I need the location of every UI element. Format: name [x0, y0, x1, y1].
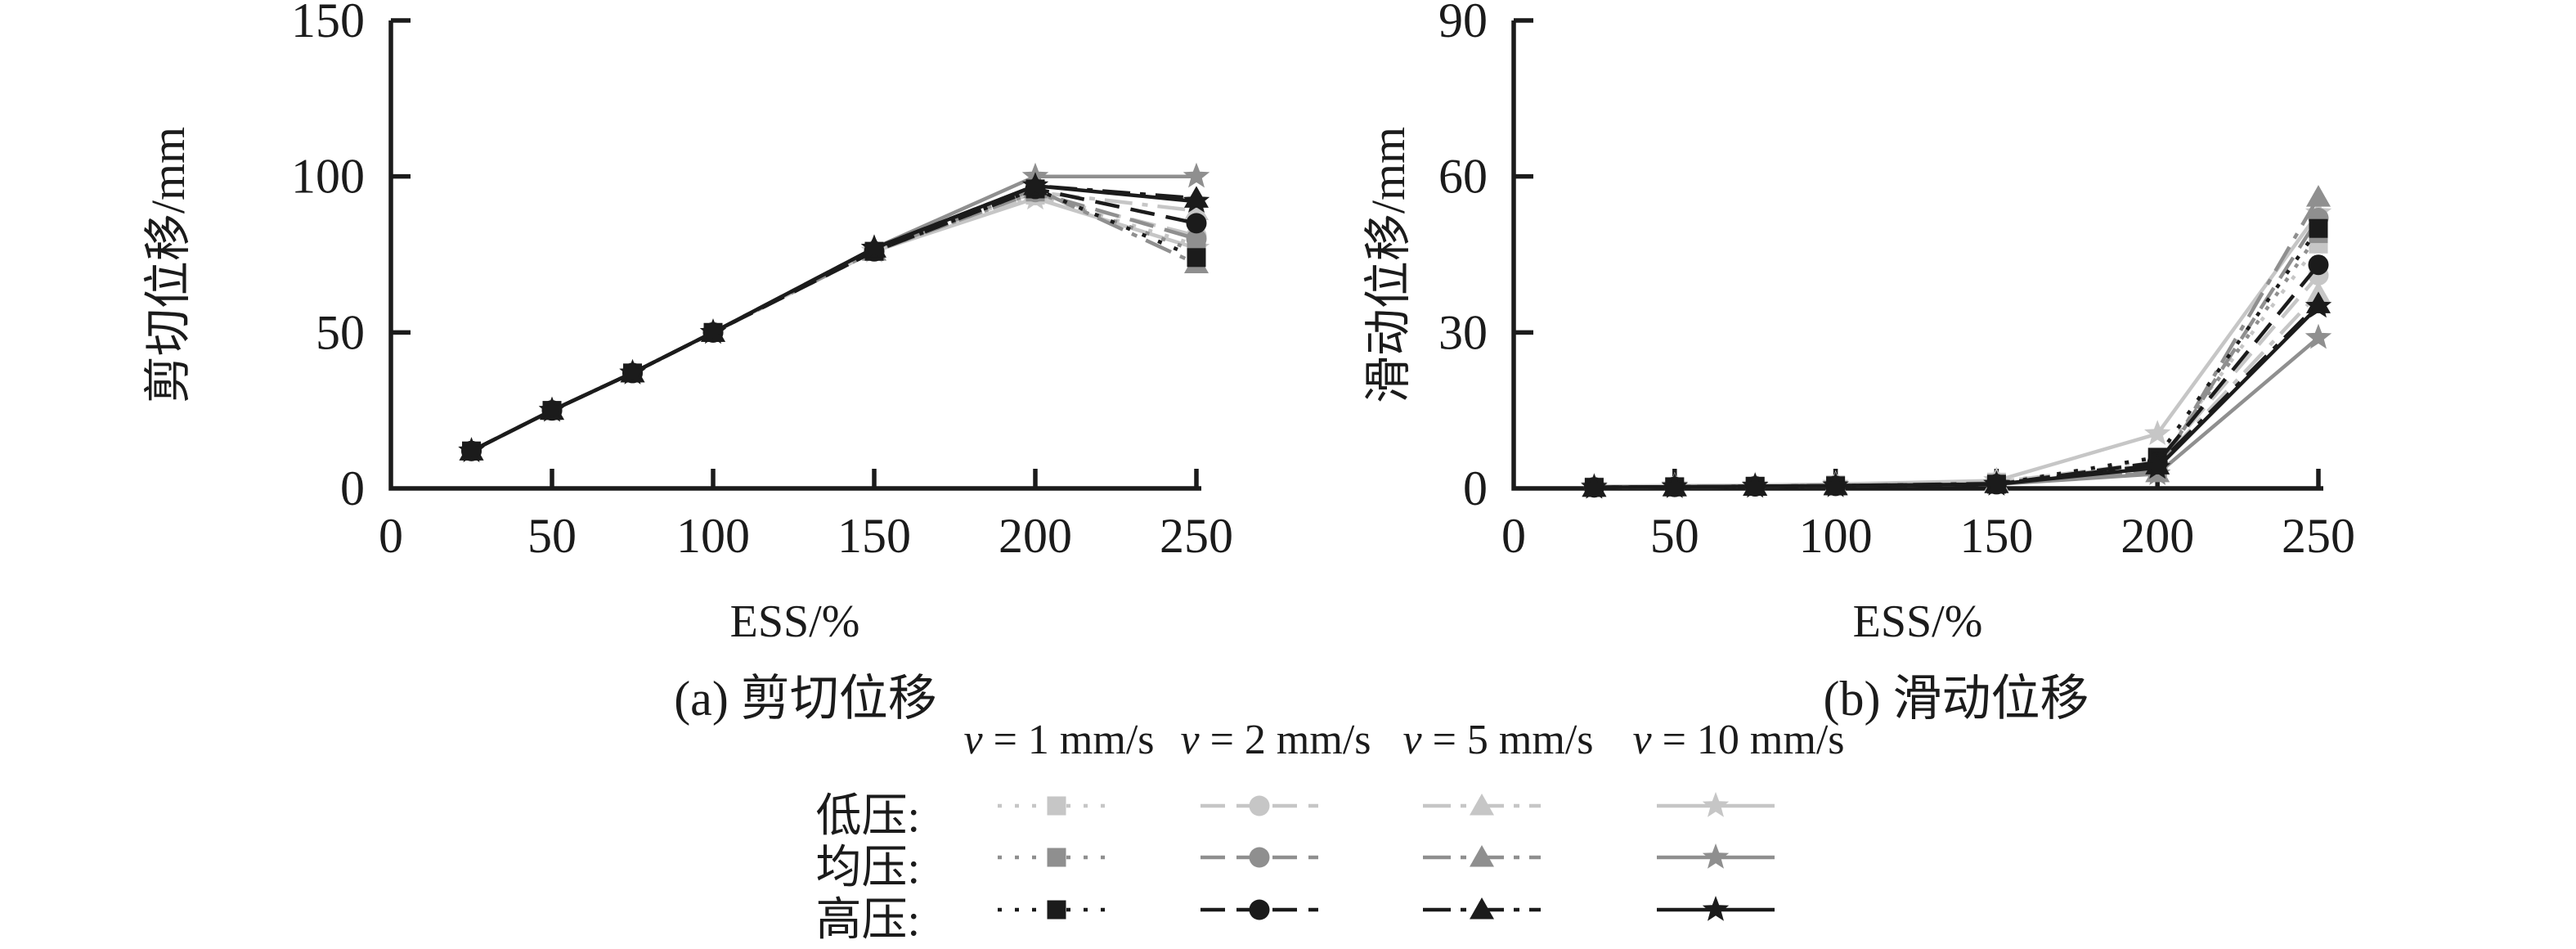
caption-a: (a) 剪切位移: [674, 672, 937, 726]
chart-a-x-tick-label: 0: [379, 509, 403, 563]
legend-triangle-marker: [1470, 845, 1494, 867]
chart-a-series-line: [470, 190, 1197, 453]
legend-row-label-low-pressure: 低压:: [815, 791, 920, 842]
legend-star-marker: [1702, 792, 1730, 817]
chart-b-star-marker: [1983, 470, 2010, 496]
legend-header-v2: v = 2 mm/s: [1180, 717, 1371, 763]
chart-b-series-line: [1594, 227, 2320, 489]
legend-circle-marker: [1249, 795, 1270, 816]
legend-triangle-marker: [1470, 794, 1494, 816]
chart-a-series-line: [470, 190, 1197, 453]
chart-a-series-line: [470, 174, 1196, 453]
chart-a-y-tick-label: 0: [340, 461, 365, 515]
chart-b-star-marker: [1661, 473, 1688, 498]
legend-row-label-mid-pressure: 均压:: [815, 843, 920, 893]
chart-b-star-marker: [1742, 472, 1769, 498]
chart-b-x-tick-label: 250: [2282, 509, 2355, 563]
chart-b-star-marker: [2304, 292, 2332, 318]
chart-a-triangle-marker: [1184, 198, 1209, 221]
legend-header-v5: v = 5 mm/s: [1402, 717, 1594, 763]
chart-a-series-line: [470, 193, 1197, 453]
chart-b-axes: [1511, 20, 2323, 491]
chart-a-star-marker: [860, 234, 888, 260]
legend-square-marker: [1047, 900, 1066, 920]
chart-a-star-marker: [1183, 162, 1210, 188]
chart-a-circle-marker: [1186, 228, 1207, 250]
chart-a-y-tick-label: 50: [316, 305, 365, 359]
chart-b-y-tick-label: 90: [1438, 0, 1488, 47]
chart-a-star-marker: [699, 318, 727, 344]
chart-a-series-line: [470, 187, 1197, 453]
legend-star-marker: [1702, 896, 1730, 921]
chart-b-star-marker: [1581, 473, 1608, 499]
x-axis-label-left: ESS/%: [729, 596, 860, 647]
chart-a-x-tick-label: 50: [527, 509, 577, 563]
chart-a-series-line: [470, 183, 1197, 453]
y-axis-label-slide: 滑动位移/mm: [1362, 126, 1415, 404]
chart-a-x-tick-label: 200: [999, 509, 1072, 563]
legend-star-marker: [1702, 843, 1730, 869]
legend-square-marker: [1047, 848, 1066, 867]
chart-b-y-tick-label: 60: [1438, 150, 1488, 204]
chart-a-square-marker: [1187, 248, 1206, 268]
chart-b-x-tick-label: 100: [1799, 509, 1873, 563]
caption-b: (b) 滑动位移: [1823, 672, 2089, 726]
chart-b-triangle-marker: [2306, 185, 2331, 207]
legend-header-v1: v = 1 mm/s: [963, 717, 1155, 763]
y-axis-label-shear: 剪切位移/mm: [141, 126, 195, 404]
legend-triangle-marker: [1470, 897, 1494, 920]
chart-a-x-tick-label: 250: [1160, 509, 1233, 563]
chart-a-star-marker: [1183, 187, 1210, 213]
legend-row-label-high-pressure: 高压:: [815, 895, 920, 946]
chart-b-star-marker: [1822, 471, 1849, 497]
chart-b-series-line: [1594, 242, 2320, 489]
chart-a-series-line: [470, 187, 1197, 453]
chart-b-x-tick-label: 150: [1959, 509, 2033, 563]
chart-b-series-line: [1594, 263, 2320, 489]
chart-a-x-tick-label: 100: [676, 509, 750, 563]
chart-a-star-marker: [538, 396, 566, 422]
chart-b-series-line: [1594, 273, 2320, 489]
chart-b-square-marker: [2309, 218, 2328, 238]
chart-a-star-marker: [458, 437, 485, 462]
chart-a-y-tick-label: 100: [291, 150, 365, 204]
chart-a-circle-marker: [1186, 213, 1207, 234]
legend-header-v10: v = 10 mm/s: [1632, 717, 1845, 763]
chart-a-star-marker: [619, 358, 646, 385]
chart-b-series-line: [1594, 211, 2320, 488]
chart-b-star-marker: [2304, 323, 2332, 349]
x-axis-label-right: ESS/%: [1852, 596, 1983, 647]
chart-b-x-tick-label: 200: [2120, 509, 2194, 563]
chart-b-series-line: [1594, 196, 2320, 489]
legend-circle-marker: [1249, 847, 1270, 868]
chart-b-x-tick-label: 50: [1650, 509, 1699, 563]
chart-b-series-line: [1594, 217, 2320, 489]
chart-a-star-marker: [1021, 172, 1049, 197]
chart-a-series-line: [470, 190, 1197, 453]
legend-circle-marker: [1249, 899, 1270, 920]
chart-a-series-line: [470, 193, 1197, 453]
chart-a-axes: [388, 20, 1201, 491]
chart-b-star-marker: [2144, 420, 2171, 445]
chart-a-series-line: [470, 196, 1197, 453]
chart-b-circle-marker: [2308, 254, 2329, 276]
legend-square-marker: [1047, 796, 1066, 816]
chart-a-y-tick-label: 150: [291, 0, 365, 47]
chart-b-star-marker: [2144, 453, 2171, 479]
chart-b-y-tick-label: 30: [1438, 305, 1488, 359]
chart-a-x-tick-label: 150: [837, 509, 911, 563]
chart-b-y-tick-label: 0: [1463, 461, 1488, 515]
chart-b-x-tick-label: 0: [1501, 509, 1526, 563]
chart-a-series-line: [470, 183, 1197, 453]
chart-a-series-line: [470, 187, 1197, 453]
